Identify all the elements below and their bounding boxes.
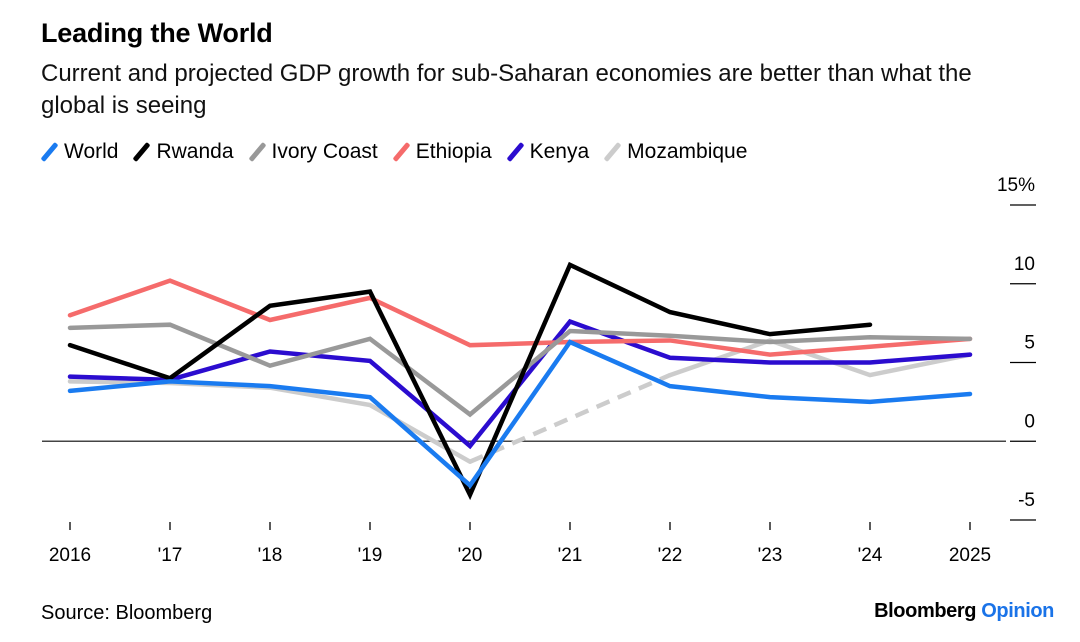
series-line-ethiopia	[67, 278, 973, 357]
x-tick-label: '19	[358, 545, 383, 566]
chart-title: Leading the World	[41, 18, 273, 48]
legend-item-rwanda: Rwanda	[132, 140, 234, 164]
y-tick-label: 15%	[997, 175, 1035, 196]
series-line-world	[67, 339, 973, 489]
brand-logo: Bloomberg Opinion	[874, 600, 1054, 623]
legend-item-kenya: Kenya	[506, 140, 590, 164]
source-note: Source: Bloomberg	[41, 602, 213, 624]
brand-main: Bloomberg	[874, 600, 977, 622]
legend-label: World	[64, 140, 119, 163]
y-tick-label: 10	[1014, 254, 1035, 275]
x-tick-label: 2025	[949, 545, 991, 566]
x-tick-label: '20	[458, 545, 483, 566]
legend-item-ivory-coast: Ivory Coast	[248, 140, 378, 164]
y-tick-label: -5	[1018, 490, 1035, 511]
legend-item-world: World	[40, 140, 119, 164]
brand-accent: Opinion	[981, 600, 1054, 622]
legend-item-ethiopia: Ethiopia	[392, 140, 492, 164]
legend-label: Ivory Coast	[271, 140, 378, 163]
x-tick-label: '24	[858, 545, 883, 566]
legend-item-mozambique: Mozambique	[603, 140, 748, 164]
x-tick-label: '22	[658, 545, 683, 566]
legend-label: Ethiopia	[415, 140, 492, 163]
x-tick-label: 2016	[49, 545, 91, 566]
legend-label: Rwanda	[156, 140, 234, 163]
y-tick-label: 5	[1024, 333, 1035, 354]
chart-subtitle: Current and projected GDP growth for sub…	[41, 60, 972, 119]
series-line-mozambique	[667, 338, 973, 378]
series-line-ivory-coast	[67, 322, 973, 418]
y-tick-label: 0	[1024, 411, 1035, 432]
legend: World Rwanda Ivory Coast Ethiopia Kenya Mozam…	[40, 140, 762, 164]
x-tick-label: '21	[558, 545, 583, 566]
x-tick-label: '17	[158, 545, 183, 566]
x-tick-label: '23	[758, 545, 783, 566]
series-gap-mozambique	[469, 373, 671, 464]
x-tick-label: '18	[258, 545, 283, 566]
legend-label: Mozambique	[627, 140, 748, 163]
legend-label: Kenya	[529, 140, 590, 163]
